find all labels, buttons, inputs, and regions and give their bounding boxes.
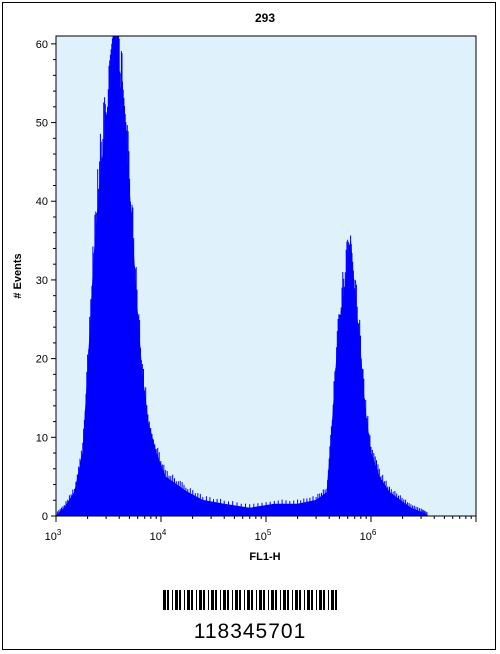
y-tick-label: 0 — [42, 511, 48, 523]
x-tick-label: 105 — [255, 528, 272, 543]
y-tick-label: 10 — [36, 432, 48, 444]
barcode-bar — [179, 590, 181, 610]
x-axis-label: FL1-H — [249, 551, 280, 563]
barcode-image — [163, 590, 337, 610]
barcode-bar — [295, 590, 298, 610]
y-axis: 0 10 20 30 40 50 60 — [36, 39, 56, 523]
barcode-bar — [191, 590, 193, 610]
barcode-bar — [256, 590, 257, 610]
barcode-bar — [203, 590, 205, 610]
barcode-bar — [328, 590, 329, 610]
barcode-bar — [232, 590, 233, 610]
x-axis: 103 104 105 106 — [45, 516, 477, 543]
x-tick-label: 104 — [150, 528, 167, 543]
histogram-chart: 293 0 10 20 30 40 50 60 103 104 105 106 FL1-H # E… — [12, 11, 477, 610]
barcode-bar — [196, 590, 197, 610]
barcode-bar — [208, 590, 209, 610]
barcode-bar — [199, 590, 202, 610]
barcode-bar — [283, 590, 286, 610]
barcode-bar — [271, 590, 274, 610]
barcode-bar — [323, 590, 325, 610]
barcode-number: 118345701 — [193, 620, 307, 643]
barcode-bar — [244, 590, 245, 610]
chart-title: 293 — [255, 11, 275, 25]
barcode-bar — [275, 590, 277, 610]
barcode-bar — [163, 590, 166, 610]
barcode-bar — [247, 590, 250, 610]
barcode-bar — [251, 590, 253, 610]
y-axis-label: # Events — [12, 253, 24, 298]
barcode-bar — [172, 590, 173, 610]
histogram-series — [54, 35, 430, 517]
barcode-bar — [167, 590, 169, 610]
barcode-bar — [223, 590, 226, 610]
barcode-bar — [235, 590, 238, 610]
barcode-bar — [239, 590, 241, 610]
y-tick-label: 20 — [36, 354, 48, 366]
barcode-bar — [175, 590, 178, 610]
barcode-bar — [316, 590, 317, 610]
y-tick-label: 60 — [36, 39, 48, 51]
barcode-bar — [319, 590, 322, 610]
barcode-bar — [292, 590, 293, 610]
y-tick-label: 30 — [36, 275, 48, 287]
barcode-bar — [299, 590, 301, 610]
barcode-bar — [227, 590, 229, 610]
x-tick-label: 106 — [360, 528, 377, 543]
barcode-bar — [268, 590, 269, 610]
barcode-bar — [211, 590, 214, 610]
barcode-bar — [263, 590, 265, 610]
y-tick-label: 50 — [36, 118, 48, 130]
barcode-bar — [187, 590, 190, 610]
barcode-bar — [215, 590, 217, 610]
barcode-bar — [331, 590, 334, 610]
barcode-bar — [259, 590, 262, 610]
barcode-bar — [287, 590, 289, 610]
barcode-bar — [280, 590, 281, 610]
barcode-bar — [335, 590, 337, 610]
y-tick-label: 40 — [36, 196, 48, 208]
barcode-bar — [304, 590, 305, 610]
x-tick-label: 103 — [45, 528, 62, 543]
barcode-bar — [220, 590, 221, 610]
barcode-bar — [184, 590, 185, 610]
barcode-bar — [311, 590, 313, 610]
barcode-bar — [307, 590, 310, 610]
